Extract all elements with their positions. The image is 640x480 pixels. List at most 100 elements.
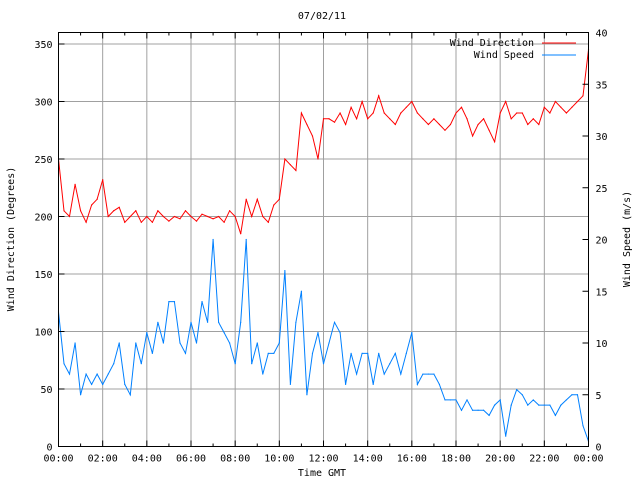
data-point — [295, 321, 297, 323]
data-point — [389, 118, 391, 120]
data-point — [195, 342, 198, 344]
data-point — [554, 100, 556, 103]
y-tick-label: 300 — [34, 98, 52, 109]
data-point — [201, 301, 203, 303]
data-point — [367, 352, 369, 354]
data-point — [400, 373, 402, 375]
data-point — [378, 95, 380, 97]
data-point — [471, 135, 474, 137]
data-point — [549, 112, 551, 114]
data-point — [273, 204, 275, 206]
legend-label-wind-speed: Wind Speed — [474, 50, 534, 61]
data-point — [350, 106, 352, 108]
x-tick-label: 00:00 — [573, 454, 603, 465]
data-point — [538, 404, 540, 406]
y2-tick-label: 0 — [596, 443, 602, 454]
data-point — [582, 95, 584, 97]
data-point — [85, 373, 87, 375]
data-point — [107, 215, 109, 218]
data-point — [333, 121, 336, 123]
data-point — [344, 123, 347, 126]
data-point — [300, 290, 303, 292]
data-point — [273, 352, 275, 354]
data-point — [483, 409, 485, 411]
data-point — [460, 106, 463, 108]
data-point — [91, 204, 93, 206]
data-point — [190, 321, 192, 323]
data-point — [96, 373, 98, 375]
data-point — [499, 112, 501, 114]
data-point — [372, 383, 374, 385]
data-point — [195, 220, 198, 222]
data-point — [206, 321, 209, 323]
data-point — [212, 218, 214, 220]
data-point — [317, 332, 319, 334]
data-point — [565, 112, 568, 114]
x-tick-label: 16:00 — [397, 454, 427, 465]
data-point — [251, 215, 253, 218]
data-point — [184, 210, 187, 212]
data-point — [405, 352, 407, 354]
data-point — [571, 394, 573, 396]
data-point — [74, 342, 76, 344]
data-point — [576, 100, 579, 103]
data-point — [427, 123, 429, 126]
data-point — [449, 399, 452, 401]
data-point — [289, 383, 291, 385]
data-point — [311, 135, 314, 137]
data-point — [394, 123, 396, 126]
data-point — [532, 399, 534, 401]
x-tick-label: 12:00 — [308, 454, 338, 465]
data-point — [157, 210, 159, 212]
data-point — [576, 394, 579, 396]
data-point — [173, 301, 176, 303]
y-tick-label: 200 — [34, 213, 52, 224]
data-point — [151, 352, 153, 354]
data-point — [201, 213, 203, 215]
y2-tick-label: 20 — [596, 236, 608, 247]
data-point — [129, 394, 131, 396]
data-point — [74, 183, 76, 185]
data-point — [96, 198, 98, 200]
y2-tick-label: 10 — [596, 339, 608, 350]
x-tick-label: 00:00 — [43, 454, 73, 465]
data-point — [118, 206, 120, 208]
x-tick-label: 04:00 — [132, 454, 162, 465]
data-point — [494, 141, 496, 143]
data-point — [184, 352, 187, 354]
data-point — [234, 215, 236, 218]
data-point — [267, 352, 269, 354]
data-point — [433, 118, 435, 120]
data-point — [494, 404, 496, 406]
data-point — [107, 373, 109, 375]
data-point — [229, 342, 231, 344]
data-point — [543, 404, 545, 406]
data-point — [79, 394, 82, 396]
y-tick-label: 100 — [34, 328, 52, 339]
data-point — [543, 106, 545, 108]
data-point — [356, 118, 358, 120]
data-point — [361, 100, 363, 103]
data-point — [516, 112, 518, 114]
data-point — [206, 215, 209, 218]
x-tick-label: 14:00 — [353, 454, 383, 465]
data-point — [344, 383, 347, 385]
data-point — [455, 399, 457, 401]
data-point — [400, 112, 402, 114]
data-point — [240, 233, 242, 235]
data-point — [284, 269, 286, 272]
data-point — [245, 198, 247, 200]
data-point — [267, 221, 269, 223]
data-point — [444, 399, 446, 401]
data-point — [289, 164, 291, 166]
data-point — [223, 221, 225, 223]
data-point — [383, 112, 385, 114]
data-point — [505, 100, 507, 103]
data-point — [383, 373, 385, 375]
y-tick-label: 250 — [34, 155, 52, 166]
data-point — [339, 112, 341, 114]
data-point — [367, 118, 369, 120]
data-point — [278, 198, 280, 200]
legend: Wind Direction Wind Speed — [450, 38, 576, 61]
